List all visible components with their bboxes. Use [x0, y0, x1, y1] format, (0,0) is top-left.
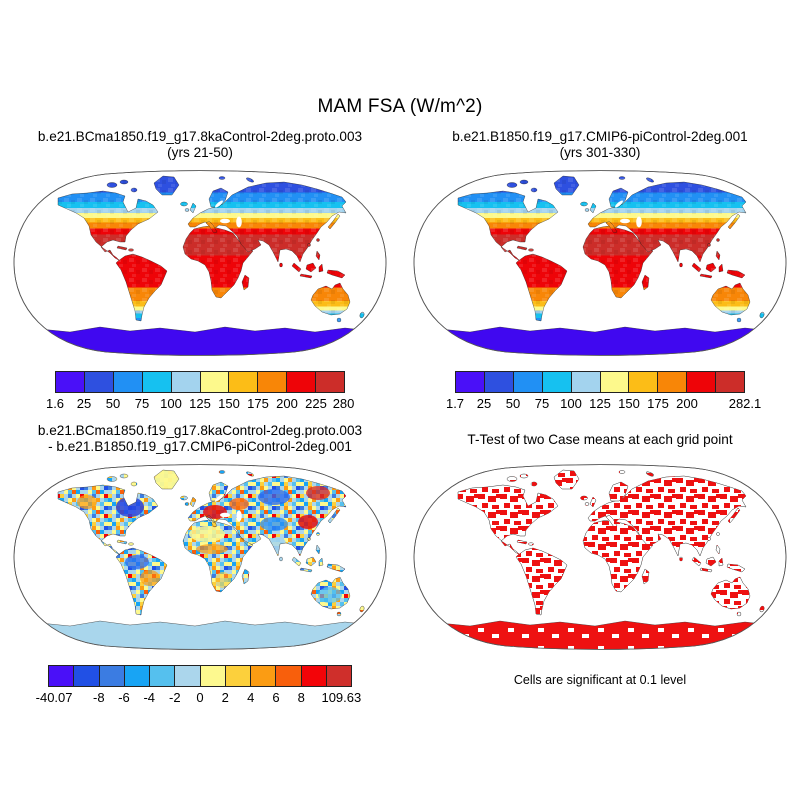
colorbar-box [150, 666, 176, 686]
colorbar-tick-label: 125 [189, 396, 211, 411]
colorbar-tick-label: -2 [168, 690, 181, 705]
panel-ttest-title: T-Test of two Case means at each grid po… [467, 432, 733, 447]
colorbar-tick-label: 225 [305, 396, 327, 411]
colorbar-tick-label: 109.63 [321, 690, 362, 705]
colorbar-box [113, 372, 143, 392]
difference-mottle [14, 464, 386, 650]
colorbar-tick-label: 150 [218, 396, 240, 411]
colorbar-box [484, 372, 514, 392]
difference-name-line2: - b.e21.B1850.f19_g17.CMIP6-piControl-2d… [48, 438, 352, 454]
world-map-ttest [413, 464, 787, 650]
colorbar-case2: 1.7 25 50 75 100 125 150 175 200 282.1 [446, 371, 761, 411]
colorbar-box [99, 666, 125, 686]
colorbar-tick-label: 75 [134, 396, 150, 411]
colorbar-box [251, 666, 277, 686]
colorbar-boxes [55, 371, 345, 393]
panel-case1: b.e21.BCma1850.f19_g17.8kaControl-2deg.p… [7, 129, 393, 411]
colorbar-box [287, 372, 317, 392]
significant-cells [414, 464, 786, 650]
colorbar-boxes [455, 371, 745, 393]
colorbar-box [316, 372, 345, 392]
colorbar-tick-label: -6 [118, 690, 130, 705]
difference-name-line1: b.e21.BCma1850.f19_g17.8kaControl-2deg.p… [37, 423, 363, 438]
colorbar-difference: -40.07 -8 -6 -4 -2 0 2 4 6 8 109.63 [36, 665, 362, 705]
colorbar-tick-label: 100 [560, 396, 582, 411]
colorbar-box [258, 372, 288, 392]
colorbar-tick-label: 175 [247, 396, 269, 411]
colorbar-tick-label: 25 [76, 396, 92, 411]
colorbar-box [629, 372, 659, 392]
colorbar-tick-label: 25 [476, 396, 492, 411]
colorbar-tick-label: 0 [196, 690, 204, 705]
colorbar-box [658, 372, 688, 392]
panel-ttest: T-Test of two Case means at each grid po… [407, 423, 793, 687]
panel-case2: b.e21.B1850.f19_g17.CMIP6-piControl-2deg… [407, 129, 793, 411]
colorbar-tick-label: -8 [92, 690, 105, 705]
colorbar-tick-label: 8 [297, 690, 305, 705]
colorbar-box [225, 666, 251, 686]
colorbar-box [200, 372, 230, 392]
figure-title: MAM FSA (W/m^2) [317, 96, 483, 117]
case1-name: b.e21.BCma1850.f19_g17.8kaControl-2deg.p… [37, 129, 363, 144]
panel-difference: b.e21.BCma1850.f19_g17.8kaControl-2deg.p… [7, 423, 393, 705]
case2-years: (yrs 301-330) [559, 144, 641, 160]
world-map-case1 [13, 170, 387, 356]
colorbar-box [301, 666, 327, 686]
colorbar-tick-label: -40.07 [35, 690, 73, 705]
colorbar-tick-label: 4 [247, 690, 255, 705]
difference-anomaly-blobs [77, 469, 342, 603]
panel-difference-title: b.e21.BCma1850.f19_g17.8kaControl-2deg.p… [7, 423, 393, 460]
colorbar-tick-label: 150 [618, 396, 640, 411]
colorbar-box [56, 372, 85, 392]
colorbar-box [276, 666, 302, 686]
colorbar-tick-label: 280 [332, 396, 355, 411]
pixel-texture [414, 170, 786, 356]
colorbar-tick-label: 175 [647, 396, 669, 411]
colorbar-tick-label: 1.7 [445, 396, 465, 411]
pixel-texture [14, 170, 386, 356]
colorbar-tick-label: 100 [160, 396, 182, 411]
world-map-difference [13, 464, 387, 650]
colorbar-tick-label: 50 [505, 396, 521, 411]
colorbar-box [456, 372, 485, 392]
colorbar-box [171, 372, 201, 392]
panel-case2-title: b.e21.B1850.f19_g17.CMIP6-piControl-2deg… [407, 129, 793, 166]
colorbar-box [49, 666, 75, 686]
colorbar-labels: 1.6 25 50 75 100 125 150 175 200 225 280 [46, 393, 354, 411]
colorbar-tick-label: 200 [276, 396, 298, 411]
colorbar-box [74, 666, 100, 686]
colorbar-box [687, 372, 717, 392]
colorbar-box [600, 372, 630, 392]
colorbar-labels: 1.7 25 50 75 100 125 150 175 200 282.1 [446, 393, 761, 411]
colorbar-box [142, 372, 172, 392]
colorbar-box [716, 372, 745, 392]
colorbar-tick-label: 1.6 [45, 396, 65, 411]
colorbar-tick-label: 200 [676, 396, 698, 411]
colorbar-tick-label: 50 [105, 396, 121, 411]
case1-years: (yrs 21-50) [167, 144, 233, 160]
case2-name: b.e21.B1850.f19_g17.CMIP6-piControl-2deg… [452, 129, 748, 144]
significance-caption: Cells are significant at 0.1 level [513, 673, 687, 687]
colorbar-tick-label: 125 [589, 396, 611, 411]
colorbar-box [542, 372, 572, 392]
colorbar-box [124, 666, 150, 686]
colorbar-box [513, 372, 543, 392]
colorbar-boxes [48, 665, 352, 687]
colorbar-labels: -40.07 -8 -6 -4 -2 0 2 4 6 8 109.63 [36, 687, 362, 705]
colorbar-tick-label: 6 [272, 690, 280, 705]
panel-case1-title: b.e21.BCma1850.f19_g17.8kaControl-2deg.p… [7, 129, 393, 166]
colorbar-box [571, 372, 601, 392]
colorbar-box [229, 372, 259, 392]
colorbar-box [84, 372, 114, 392]
colorbar-box [200, 666, 226, 686]
colorbar-tick-label: 75 [534, 396, 550, 411]
colorbar-tick-label: 2 [221, 690, 229, 705]
colorbar-box [326, 666, 351, 686]
world-map-case2 [413, 170, 787, 356]
colorbar-tick-label: -4 [143, 690, 155, 705]
colorbar-case1: 1.6 25 50 75 100 125 150 175 200 225 280 [46, 371, 354, 411]
colorbar-box [175, 666, 201, 686]
colorbar-tick-label: 282.1 [728, 396, 762, 411]
